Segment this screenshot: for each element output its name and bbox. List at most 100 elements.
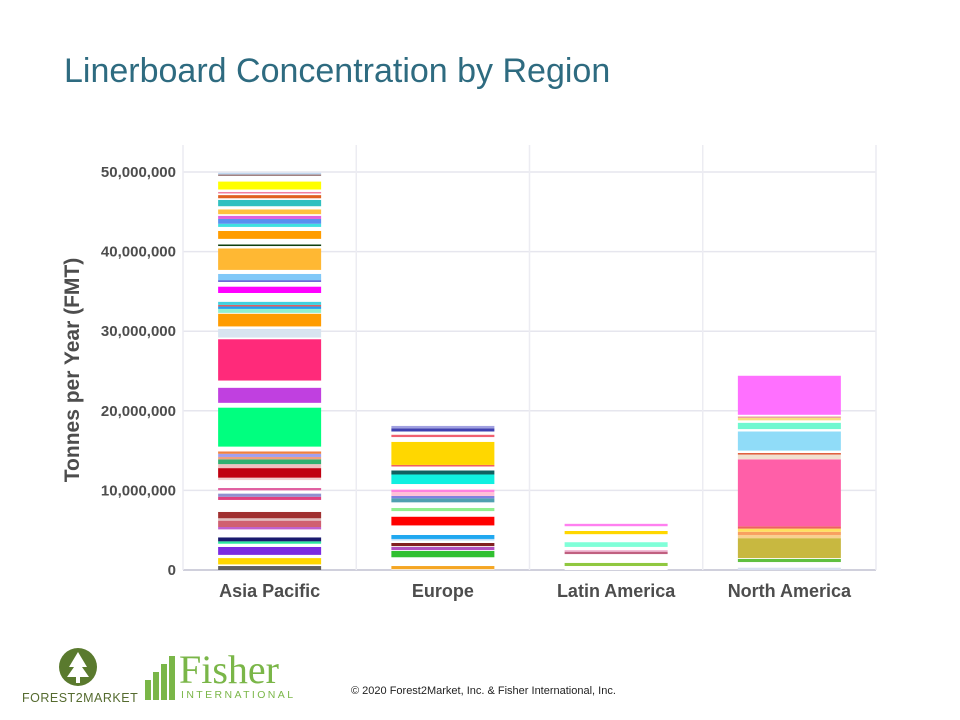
bar-segment — [737, 416, 841, 418]
bar-segment — [218, 174, 322, 176]
bar-segment — [737, 528, 841, 532]
bar-segment — [737, 558, 841, 563]
bar-segment — [737, 450, 841, 453]
bar-segment — [218, 286, 322, 293]
bar-segment — [564, 566, 668, 570]
bar-segment — [391, 495, 495, 499]
bar-segment — [564, 550, 668, 552]
y-tick-label: 0 — [168, 562, 176, 579]
bar-segment — [737, 531, 841, 535]
bar-segment — [737, 414, 841, 417]
bar-segment — [391, 428, 495, 432]
y-axis-ticks: 0 10,000,000 20,000,000 30,000,000 40,000,00… — [101, 164, 176, 579]
forest2market-logo: FOREST2MARKET — [22, 645, 139, 707]
bar-segment — [218, 518, 322, 521]
bar-segment — [218, 206, 322, 210]
bar-segment — [737, 375, 841, 415]
bar-segment — [218, 493, 322, 497]
bar-segment — [218, 328, 322, 338]
bar-segment — [391, 498, 495, 503]
bar-segment — [218, 537, 322, 542]
tree-icon — [59, 648, 97, 686]
forest2market-wordmark: FOREST2MARKET — [22, 691, 139, 705]
bar-segment — [218, 230, 322, 239]
x-category-label: Asia Pacific — [219, 581, 320, 601]
bar-segment — [391, 434, 495, 438]
bar-segment — [218, 172, 322, 175]
bar-segment — [218, 490, 322, 494]
bar-segment — [391, 466, 495, 471]
bar-segment — [564, 546, 668, 551]
bar-segment — [737, 454, 841, 460]
bar-segment — [218, 529, 322, 538]
bar-segment — [218, 337, 322, 340]
bar-segment — [218, 451, 322, 454]
bar-segment — [391, 437, 495, 442]
bar-segment — [218, 520, 322, 528]
bar-segment — [218, 306, 322, 309]
bar-segment — [218, 246, 322, 249]
bar-segment — [218, 292, 322, 302]
x-category-label: Latin America — [557, 581, 676, 601]
bar-segment — [218, 181, 322, 190]
page-title: Linerboard Concentration by Region — [64, 52, 611, 90]
bar-segment — [391, 566, 495, 570]
bar-segment — [564, 523, 668, 527]
bar-segment — [218, 527, 322, 530]
bar-segment — [218, 459, 322, 465]
fisher-subtitle: INTERNATIONAL — [181, 689, 296, 701]
bar-segment — [391, 431, 495, 435]
bar-segment — [391, 550, 495, 551]
bar-segment — [218, 488, 322, 491]
bar-segment — [218, 218, 322, 224]
bar-segment — [218, 238, 322, 245]
bar-segment — [564, 551, 668, 555]
bar-segment — [737, 431, 841, 451]
bar-segment — [218, 511, 322, 519]
bar-segment — [218, 380, 322, 388]
bar-segment — [218, 543, 322, 547]
bar-segment — [737, 538, 841, 559]
bar-segment — [391, 484, 495, 490]
bar-segment — [218, 453, 322, 457]
bar-segment — [218, 191, 322, 194]
bar-segment — [218, 326, 322, 329]
bar-segment — [391, 557, 495, 567]
bar-segment — [391, 538, 495, 541]
bar-segment — [391, 546, 495, 551]
bar-segment — [391, 534, 495, 539]
bar-segment — [218, 175, 322, 182]
bar-segment — [218, 280, 322, 282]
bar-segment — [391, 511, 495, 517]
bar-segment — [391, 569, 495, 570]
bar-segment — [218, 407, 322, 447]
bar-segment — [218, 477, 322, 481]
bar-segment — [218, 193, 322, 196]
x-category-label: North America — [728, 581, 852, 601]
bar-segment — [218, 468, 322, 478]
x-category-label: Europe — [412, 581, 474, 601]
bar-segment — [737, 417, 841, 421]
bar-segment — [218, 308, 322, 313]
bar-segment — [391, 502, 495, 508]
y-axis-title: Tonnes per Year (FMT) — [61, 258, 84, 482]
bar-segment — [391, 491, 495, 496]
bar-segment — [218, 339, 322, 381]
bar-segment — [218, 226, 322, 231]
bar-segment — [218, 281, 322, 287]
bar-segment — [218, 195, 322, 199]
bars — [218, 172, 841, 570]
bar-segment — [737, 567, 841, 570]
bar-segment — [218, 301, 322, 305]
bar-segment — [391, 474, 495, 485]
bar-segment — [218, 304, 322, 307]
bar-segment — [218, 558, 322, 565]
bar-segment — [218, 198, 322, 200]
bar-segment — [737, 558, 841, 559]
bar-segment — [218, 199, 322, 207]
bar-segment — [737, 459, 841, 527]
bar-segment — [218, 215, 322, 219]
bar-segment — [218, 209, 322, 215]
bar-segment — [218, 189, 322, 192]
